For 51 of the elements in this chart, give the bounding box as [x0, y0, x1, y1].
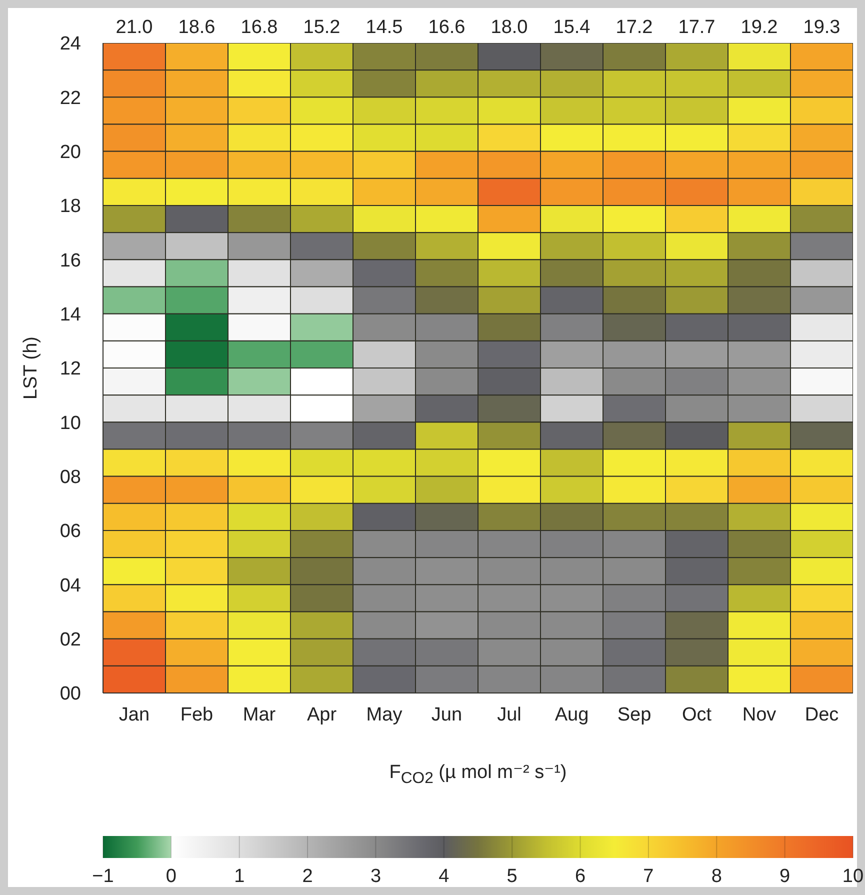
color-bar-label: 10 — [842, 866, 864, 887]
text: 17.7 — [678, 17, 716, 38]
y-tick-label: 18 — [60, 196, 81, 218]
color-bar-label: 4 — [438, 866, 450, 887]
text: 16.6 — [428, 17, 466, 38]
y-tick-label: 08 — [60, 467, 81, 488]
y-tick-label: 12 — [60, 358, 81, 380]
color-bar-label: 6 — [574, 866, 586, 887]
y-tick-label: 22 — [60, 88, 81, 109]
x-tick-label: May — [366, 704, 403, 726]
text: 16.8 — [240, 17, 278, 38]
text: 15.2 — [303, 17, 340, 38]
color-bar-title: F$_{CO2}$ (µ mol m⁻² s⁻¹) — [389, 762, 567, 787]
color-bar-label: 9 — [780, 866, 790, 887]
text: 21.0 — [116, 17, 153, 38]
y-tick-label: 20 — [60, 142, 81, 164]
x-tick-label: Jun — [431, 704, 462, 726]
y-tick-label: 10 — [60, 412, 81, 434]
y-axis-title: LST (h) — [20, 336, 42, 400]
x-tick-label: Aug — [554, 704, 589, 726]
y-tick-label: 06 — [60, 521, 81, 542]
x-tick-label: Mar — [242, 704, 276, 726]
color-bar-label: 8 — [711, 866, 722, 887]
x-tick-label: Oct — [682, 704, 712, 726]
color-bar-label: 7 — [643, 866, 654, 887]
text: 18.6 — [178, 17, 216, 38]
x-tick-label: Dec — [804, 704, 839, 726]
color-bar-label: 5 — [506, 866, 518, 887]
text: 18.0 — [490, 17, 528, 38]
y-tick-label: 02 — [60, 630, 81, 651]
color-bar-label: 1 — [234, 866, 245, 887]
text: 17.2 — [616, 17, 653, 38]
y-tick-label: 14 — [60, 304, 82, 326]
x-tick-label: Jul — [497, 704, 522, 726]
color-bar-label: −1 — [92, 866, 114, 887]
y-tick-label: 00 — [60, 684, 81, 705]
y-tick-label: 24 — [60, 34, 82, 55]
text: 15.4 — [553, 17, 591, 38]
y-tick-label: 16 — [60, 250, 81, 272]
text: 14.5 — [366, 17, 403, 38]
color-bar-label: 3 — [370, 866, 382, 887]
color-bar-label: 0 — [166, 866, 176, 887]
x-tick-label: Apr — [306, 704, 338, 726]
x-tick-label: Nov — [742, 704, 777, 726]
text: 19.3 — [803, 17, 840, 38]
x-tick-label: Jan — [118, 704, 150, 726]
y-tick-label: 04 — [60, 575, 82, 596]
text: 19.2 — [740, 17, 778, 38]
color-bar-label: 2 — [302, 866, 313, 887]
x-tick-label: Feb — [180, 704, 214, 726]
x-tick-label: Sep — [617, 704, 652, 726]
